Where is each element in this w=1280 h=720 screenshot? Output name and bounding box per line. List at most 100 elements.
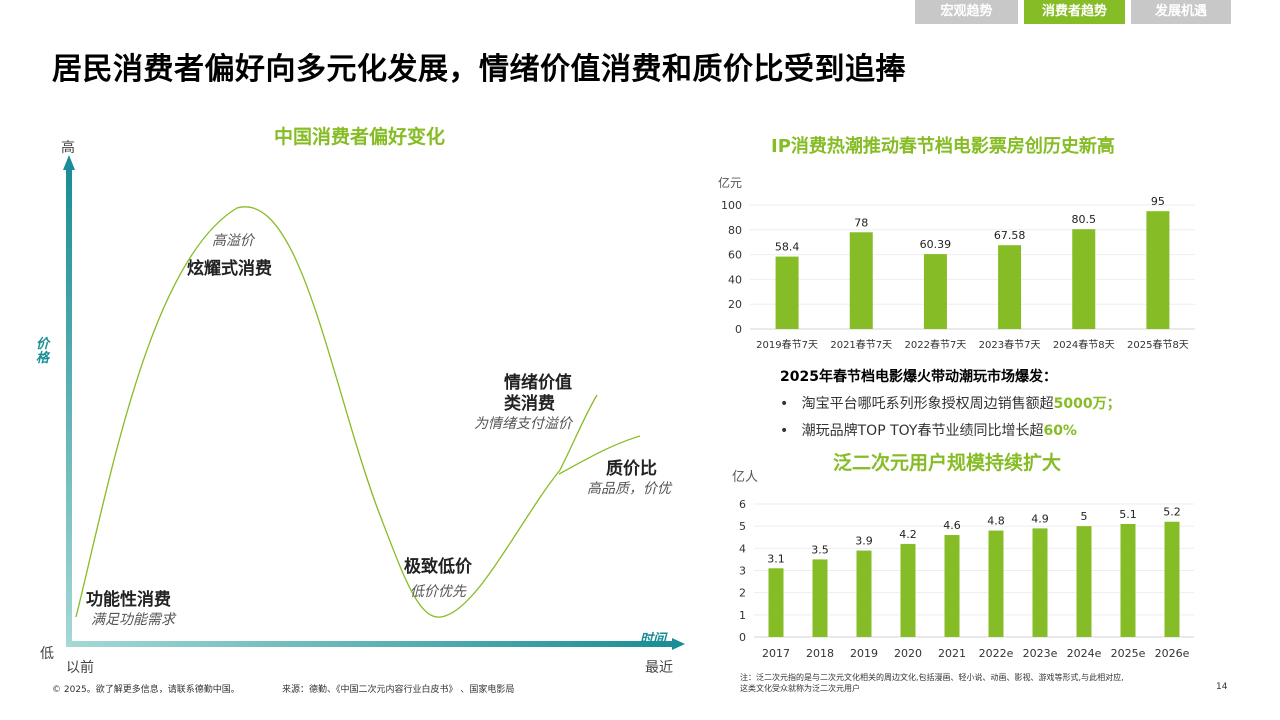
copyright: © 2025。欲了解更多信息，请联系德勤中国。: [52, 685, 240, 695]
box-office-y-tick: 40: [728, 273, 742, 286]
box-office-value-label: 60.39: [920, 238, 952, 251]
acg-users-category-label: 2026e: [1155, 647, 1190, 660]
acg-users-value-label: 4.8: [987, 515, 1005, 528]
bullet-taobao-highlight: 5000万；: [1053, 396, 1121, 412]
acg-users-category-label: 2022e: [979, 647, 1014, 660]
footnote-line2: 这类文化受众就称为泛二次元用户: [740, 684, 860, 693]
stage-desc-functional: 满足功能需求: [91, 612, 175, 628]
box-office-value-label: 78: [854, 216, 868, 229]
box-office-chart-title: IP消费热潮推动春节档电影票房创历史新高: [771, 136, 1115, 157]
acg-users-y-tick: 2: [739, 587, 746, 600]
acg-users-category-label: 2024e: [1067, 647, 1102, 660]
box-office-category-label: 2019春节7天: [756, 339, 818, 351]
acg-users-category-label: 2019: [850, 647, 878, 660]
source-note: 来源：德勤、《中国二次元内容行业白皮书》 、国家电影局: [282, 685, 515, 695]
acg-users-value-label: 5.1: [1119, 508, 1137, 521]
acg-users-bar: [856, 550, 872, 637]
acg-users-bar: [768, 568, 784, 637]
stage-desc-emotional: 为情绪支付溢价: [474, 416, 572, 432]
preference-chart-title: 中国消费者偏好变化: [274, 126, 446, 148]
y-axis: [66, 170, 72, 647]
bullet-toptoy: • 潮玩品牌TOP TOY春节业绩同比增长超60%: [780, 420, 1077, 440]
bullet-toptoy-text: 潮玩品牌TOP TOY春节业绩同比增长超: [801, 423, 1044, 439]
acg-users-bar: [1120, 523, 1136, 637]
box-office-category-label: 2023春节7天: [979, 339, 1041, 351]
box-office-value-label: 58.4: [775, 241, 800, 254]
acg-users-value-label: 4.9: [1031, 512, 1049, 525]
box-office-bar: [775, 256, 799, 329]
tab-macro-trends[interactable]: 宏观趋势: [915, 0, 1018, 24]
y-high-label: 高: [61, 140, 75, 156]
acg-users-value-label: 3.1: [767, 552, 785, 565]
box-office-y-tick: 0: [735, 323, 742, 336]
stage-desc-lowest-price: 低价优先: [410, 584, 466, 600]
acg-users-bar: [1076, 526, 1092, 637]
box-office-value-label: 95: [1151, 195, 1165, 208]
box-office-unit-label: 亿元: [718, 175, 742, 190]
acg-users-y-tick: 0: [739, 631, 746, 644]
box-office-y-tick: 100: [721, 199, 742, 212]
box-office-bar: [998, 245, 1022, 329]
stage-name-emotional-1: 情绪价值: [504, 373, 572, 393]
acg-users-value-label: 5.2: [1163, 506, 1181, 519]
y-axis-label: 价格: [36, 337, 50, 366]
x-axis: [66, 641, 674, 647]
acg-users-y-tick: 1: [739, 609, 746, 622]
box-office-bar-chart: 亿元 0 20 40 60 80 100 58.4 2019春节7天 78 2021春节7天 60.3…: [718, 175, 1195, 351]
acg-users-y-tick: 4: [739, 542, 746, 555]
acg-users-category-label: 2020: [894, 647, 922, 660]
box-office-category-label: 2024春节8天: [1053, 339, 1115, 351]
stage-desc-quality-price: 高品质，价优: [587, 481, 671, 497]
acg-users-category-label: 2021: [938, 647, 966, 660]
x-start-label: 以前: [66, 660, 94, 676]
acg-users-bar: [1032, 528, 1048, 637]
stage-name-functional: 功能性消费: [86, 590, 171, 610]
box-office-category-label: 2021春节7天: [830, 339, 892, 351]
box-office-category-label: 2022春节7天: [905, 339, 967, 351]
tab-consumer-trends[interactable]: 消费者趋势: [1024, 0, 1125, 24]
box-office-y-tick: 80: [728, 224, 742, 237]
acg-users-category-label: 2017: [762, 647, 790, 660]
box-office-bar: [1146, 211, 1170, 329]
y-low-label: 低: [40, 646, 54, 662]
acg-users-unit-label: 亿人: [732, 470, 758, 485]
footnote-line1: 注：泛二次元指的是与二次元文化相关的周边文化,包括漫画、轻小说、动画、影视、游戏…: [740, 673, 1124, 682]
x-axis-arrow-icon: [672, 638, 685, 650]
tab-opportunities[interactable]: 发展机遇: [1131, 0, 1231, 24]
box-office-bar: [1072, 229, 1096, 329]
box-office-value-label: 80.5: [1072, 213, 1097, 226]
y-axis-arrow-icon: [63, 155, 75, 170]
page-title: 居民消费者偏好向多元化发展，情绪价值消费和质价比受到追捧: [52, 52, 906, 87]
acg-users-bar: [812, 559, 828, 637]
acg-users-bar: [988, 530, 1004, 637]
stage-name-quality-price: 质价比: [606, 459, 657, 479]
acg-users-bar-chart: 亿人 0 1 2 3 4 5 6 3.1 2017 3.5 2018 3.9 2019 4.2 2020 4.6…: [732, 470, 1194, 660]
stage-name-lowest-price: 极致低价: [404, 557, 472, 577]
quality-price-branch: [558, 435, 641, 475]
bullet-dot: •: [780, 396, 789, 412]
box-office-bar: [923, 254, 947, 329]
acg-users-y-tick: 3: [739, 565, 746, 578]
preference-curve-diagram: [63, 155, 685, 650]
acg-users-bar: [1164, 521, 1180, 637]
stage-desc-premium: 高溢价: [212, 233, 254, 249]
acg-users-y-tick: 6: [739, 498, 746, 511]
box-office-y-tick: 20: [728, 298, 742, 311]
x-axis-label: 时间: [640, 632, 667, 647]
acg-users-bar: [944, 535, 960, 637]
acg-users-y-tick: 5: [739, 520, 746, 533]
acg-users-value-label: 3.5: [811, 543, 829, 556]
preference-curve: [75, 206, 598, 618]
acg-users-value-label: 4.2: [899, 528, 917, 541]
stage-name-emotional-2: 类消费: [504, 394, 555, 414]
section-tabs: 宏观趋势 消费者趋势 发展机遇: [915, 0, 1231, 24]
acg-users-bar: [900, 543, 916, 637]
bullet-dot: •: [780, 423, 789, 439]
page-number: 14: [1216, 682, 1228, 692]
bullet-taobao: • 淘宝平台哪吒系列形象授权周边销售额超5000万；: [780, 393, 1121, 413]
x-end-label: 最近: [645, 660, 673, 676]
bullet-taobao-text: 淘宝平台哪吒系列形象授权周边销售额超: [801, 396, 1054, 412]
spring-festival-heading: 2025年春节档电影爆火带动潮玩市场爆发：: [780, 369, 1057, 385]
box-office-bar: [849, 232, 873, 329]
acg-users-value-label: 4.6: [943, 519, 961, 532]
